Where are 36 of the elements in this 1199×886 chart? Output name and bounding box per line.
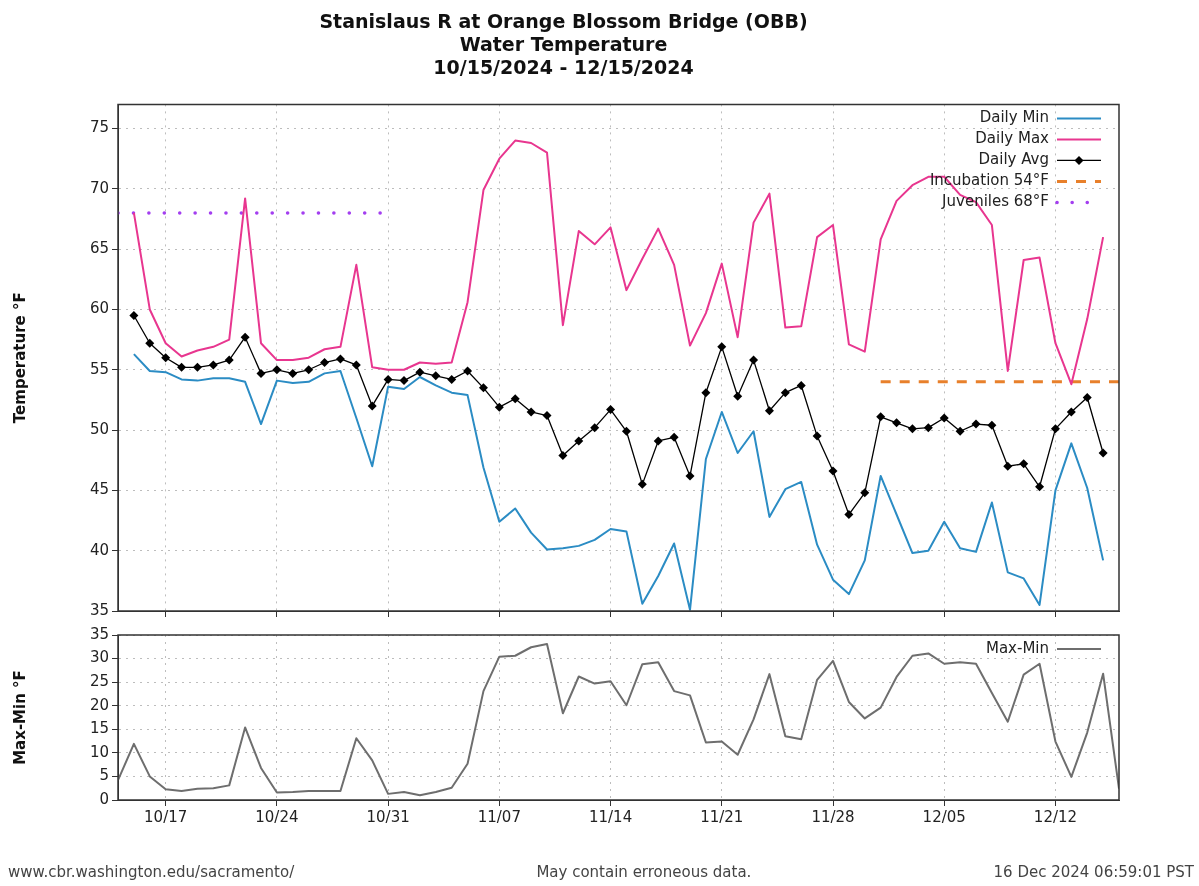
y-tick-label: 30 — [89, 648, 109, 667]
text: May contain erroneous data. — [536, 863, 752, 881]
y-tick-label: 55 — [89, 359, 109, 378]
x-tick-label: 11/21 — [700, 807, 744, 826]
y-tick-label: 5 — [99, 766, 109, 785]
y-tick-label: 25 — [89, 672, 109, 691]
legend-label: Daily Max — [975, 129, 1050, 148]
y-tick-label: 75 — [89, 118, 109, 137]
y-tick-label: 20 — [89, 695, 109, 714]
x-tick-label: 11/14 — [588, 807, 633, 826]
x-tick-label: 10/17 — [144, 807, 188, 826]
text: www.cbr.washington.edu/sacramento/ — [8, 863, 295, 881]
y-tick-label: 0 — [99, 789, 109, 808]
x-tick-label: 11/07 — [477, 807, 521, 826]
y-tick-label: 35 — [89, 624, 109, 643]
y-tick-label: 65 — [89, 239, 109, 258]
y-tick-label: 10 — [89, 742, 109, 761]
y-tick-label: 50 — [89, 419, 109, 438]
y-tick-label: 60 — [89, 299, 109, 318]
y-tick-label: 45 — [89, 480, 109, 499]
x-tick-label: 12/12 — [1033, 807, 1078, 826]
legend-label: Max-Min — [985, 638, 1049, 657]
x-tick-label: 12/05 — [922, 807, 966, 826]
y-tick-label: 40 — [89, 540, 109, 559]
text: 16 Dec 2024 06:59:01 PST — [993, 863, 1194, 881]
y-tick-label: 35 — [89, 600, 109, 619]
chart-title: Stanislaus R at Orange Blossom Bridge (OBB) Water Temperature 10/15/2024 - 12/15/2024 — [319, 10, 808, 78]
x-tick-label: 11/28 — [811, 807, 855, 826]
legend-label: Daily Min — [979, 108, 1049, 127]
x-tick-label: 10/31 — [366, 807, 410, 826]
y-tick-label: 70 — [89, 178, 109, 197]
legend-label: Daily Avg — [978, 150, 1049, 169]
y-tick-label: 15 — [89, 719, 109, 738]
y-axis-title: Temperature °F — [10, 292, 29, 424]
y-axis-title: Max-Min °F — [10, 670, 29, 765]
x-tick-label: 10/24 — [255, 807, 299, 826]
